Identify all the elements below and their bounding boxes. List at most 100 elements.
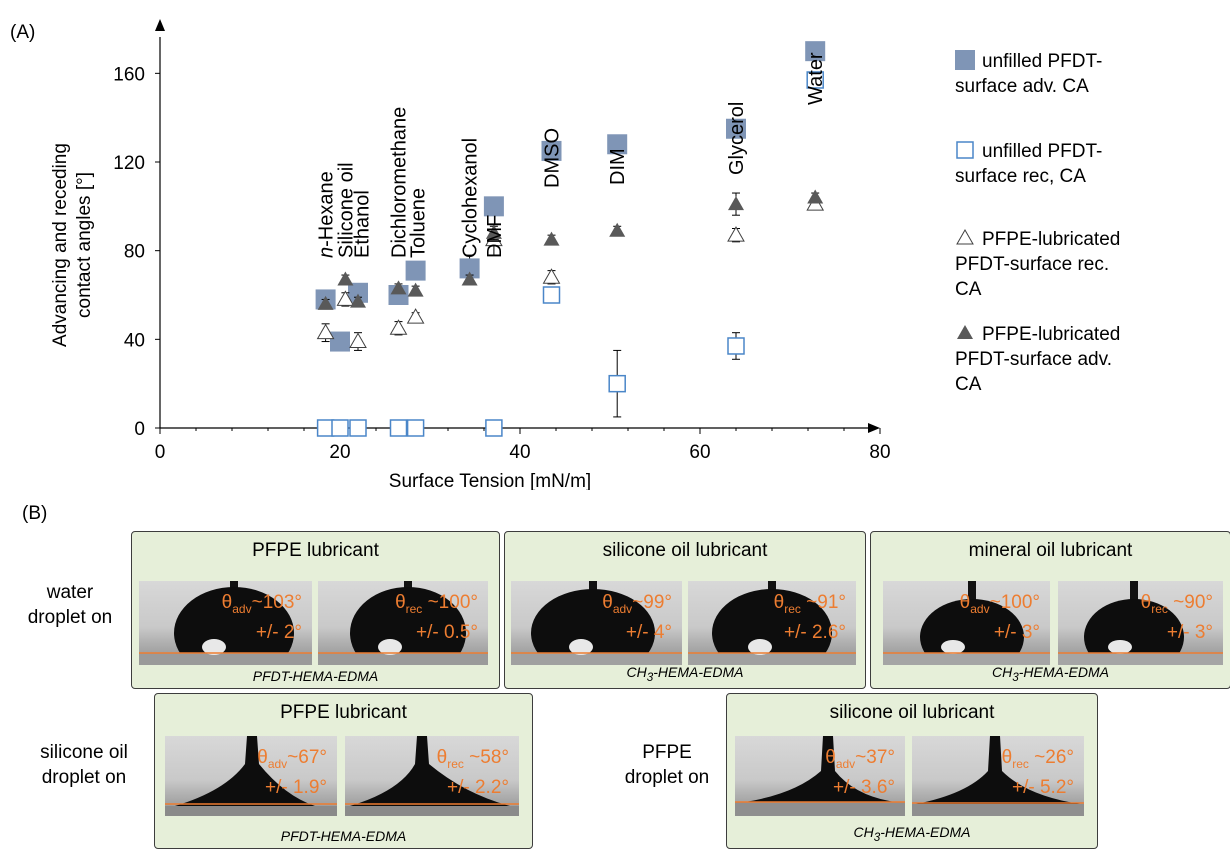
legend-label-3: PFPE-lubricated PFDT-surface rec. CA bbox=[955, 229, 1120, 300]
receding-angle-label: θrec ~58° +/- 2.2° bbox=[436, 747, 509, 798]
data-point-series-2 bbox=[727, 337, 745, 355]
panel-title: mineral oil lubricant bbox=[968, 540, 1133, 561]
legend-label-line: CA bbox=[955, 374, 982, 395]
row2-right-label-text: PFPE droplet on bbox=[624, 742, 710, 788]
panel-pfpe-water: PFPE lubricant θadv~103° +/- 2° θrec ~100… bbox=[131, 531, 500, 689]
advancing-angle-label: θadv~103° +/- 2° bbox=[221, 592, 302, 643]
row1-label-text: water droplet on bbox=[27, 582, 113, 628]
data-point-series-2 bbox=[389, 419, 408, 437]
y-axis-arrow bbox=[155, 19, 165, 31]
advancing-angle-label: θadv~99° +/- 4° bbox=[602, 592, 672, 643]
data-point-series-4 bbox=[317, 295, 334, 310]
x-axis-title: Surface Tension [mN/m] bbox=[389, 471, 591, 490]
droplet-photo-advancing: θadv~99° +/- 4° bbox=[511, 581, 682, 665]
substrate-caption: CH3-HEMA-EDMA bbox=[853, 824, 971, 844]
panel-a-label: (A) bbox=[10, 22, 36, 43]
data-point-series-4 bbox=[609, 222, 626, 237]
droplet-photo-receding: θrec ~90° +/- 3° bbox=[1058, 581, 1223, 665]
panel-title: PFPE lubricant bbox=[280, 702, 407, 723]
data-point-series-4 bbox=[485, 224, 502, 239]
droplet-photo-advancing: θadv~37° +/- 3.6° bbox=[735, 736, 905, 816]
legend-label-2: unfilled PFDT-surface rec, CA bbox=[955, 141, 1102, 187]
receding-angle-label: θrec ~26° +/- 5.2° bbox=[1001, 747, 1074, 798]
data-point-series-1 bbox=[459, 258, 480, 279]
data-point-series-2 bbox=[806, 71, 824, 89]
data-point-series-1 bbox=[726, 118, 746, 139]
row2-left-label: silicone oil droplet on bbox=[14, 740, 154, 790]
droplet-photo-receding: θrec ~26° +/- 5.2° bbox=[912, 736, 1084, 816]
x-tick-label: 80 bbox=[869, 442, 890, 463]
liquid-label: Ethanol bbox=[352, 190, 374, 258]
liquid-label: Water bbox=[805, 52, 827, 105]
data-point-series-2 bbox=[331, 419, 349, 437]
data-point-series-2 bbox=[349, 419, 367, 437]
y-tick-label: 0 bbox=[134, 419, 145, 440]
panel-title: silicone oil lubricant bbox=[602, 540, 768, 561]
panel-mineral-water: mineral oil lubricant θadv~100° +/- 3° θr… bbox=[870, 531, 1230, 689]
data-point-series-2 bbox=[406, 419, 425, 437]
data-point-series-3 bbox=[727, 226, 745, 242]
contact-angle-scatter-chart: 0 20 40 60 80 0 40 80 120 160 Surface Tension [mN/… bbox=[50, 19, 1120, 490]
receding-angle-label: θrec ~91° +/- 2.6° bbox=[773, 592, 846, 643]
droplet-photo-advancing: θadv~67° +/- 1.9° bbox=[165, 736, 337, 816]
row2-right-label: PFPE droplet on bbox=[612, 740, 722, 790]
advancing-angle-label: θadv~67° +/- 1.9° bbox=[257, 747, 327, 798]
liquid-label: Dichloromethane bbox=[389, 107, 411, 258]
panel-silicone-water: silicone oil lubricant θadv~99° +/- 4° θr… bbox=[504, 531, 866, 689]
panel-b-label: (B) bbox=[22, 503, 48, 524]
data-point-series-1 bbox=[405, 260, 426, 281]
panel-title: PFPE lubricant bbox=[252, 540, 379, 561]
substrate-caption: PFDT-HEMA-EDMA bbox=[280, 828, 407, 844]
droplet-photo-advancing: θadv~100° +/- 3° bbox=[883, 581, 1050, 665]
y-axis-title: Advancing and receding contact angles [°] bbox=[50, 143, 95, 347]
y-axis-title-line2: contact angles [°] bbox=[74, 172, 95, 318]
data-point-series-4 bbox=[350, 293, 366, 308]
data-point-series-1 bbox=[330, 331, 350, 352]
data-point-series-3 bbox=[389, 319, 408, 335]
data-point-series-2 bbox=[608, 374, 626, 393]
data-point-series-2 bbox=[316, 419, 335, 437]
data-point-series-4 bbox=[461, 271, 478, 286]
liquid-label: Toluene bbox=[407, 188, 429, 258]
data-point-series-1 bbox=[805, 41, 826, 62]
data-point-series-3 bbox=[349, 332, 367, 349]
data-point-series-1 bbox=[607, 134, 628, 155]
liquid-label: Cyclohexanol bbox=[460, 138, 482, 258]
liquid-label: Glycerol bbox=[726, 102, 748, 175]
y-tick-label: 120 bbox=[113, 153, 145, 174]
data-point-series-3 bbox=[316, 323, 335, 340]
data-point-series-4 bbox=[390, 280, 407, 295]
data-point-series-3 bbox=[336, 290, 355, 306]
data-point-series-4 bbox=[337, 271, 354, 286]
receding-angle-label: θrec ~100° +/- 0.5° bbox=[395, 592, 478, 643]
liquid-label-rest: -Hexane bbox=[316, 171, 338, 247]
data-point-series-4 bbox=[543, 231, 560, 246]
advancing-angle-label: θadv~100° +/- 3° bbox=[959, 592, 1040, 643]
receding-angle-label: θrec ~90° +/- 3° bbox=[1140, 592, 1213, 643]
data-point-series-1 bbox=[348, 282, 368, 303]
panel-silicone-pfpe: silicone oil lubricant θadv~37° +/- 3.6° … bbox=[726, 693, 1098, 849]
legend-label-line: unfilled PFDT- bbox=[982, 51, 1102, 72]
data-point-series-3 bbox=[406, 308, 425, 324]
data-point-series-4 bbox=[807, 189, 824, 204]
legend-marker-2 bbox=[956, 141, 974, 159]
liquid-label: n-Hexane bbox=[316, 171, 338, 258]
droplet-photo-receding: θrec ~100° +/- 0.5° bbox=[318, 581, 488, 665]
data-point-series-4 bbox=[407, 282, 424, 297]
substrate-caption: PFDT-HEMA-EDMA bbox=[252, 668, 379, 684]
substrate-caption: CH3-HEMA-EDMA bbox=[626, 664, 744, 684]
droplet-photo-receding: θrec ~91° +/- 2.6° bbox=[688, 581, 856, 665]
row1-label: water droplet on bbox=[10, 580, 130, 630]
data-point-series-1 bbox=[541, 140, 562, 161]
legend-label-line: surface rec, CA bbox=[955, 166, 1086, 187]
legend-label-line: PFPE-lubricated bbox=[982, 324, 1120, 345]
liquid-label: DMSO bbox=[542, 128, 564, 188]
legend-label-line: unfilled PFDT- bbox=[982, 141, 1102, 162]
y-tick-label: 40 bbox=[124, 330, 145, 351]
legend-marker-3 bbox=[956, 228, 974, 245]
droplet-photo-advancing: θadv~103° +/- 2° bbox=[139, 581, 312, 665]
legend-marker-1 bbox=[955, 50, 975, 70]
x-axis-arrow bbox=[868, 423, 880, 433]
legend-label-4: PFPE-lubricated PFDT-surface adv. CA bbox=[955, 324, 1120, 395]
y-tick-label: 160 bbox=[113, 64, 145, 85]
